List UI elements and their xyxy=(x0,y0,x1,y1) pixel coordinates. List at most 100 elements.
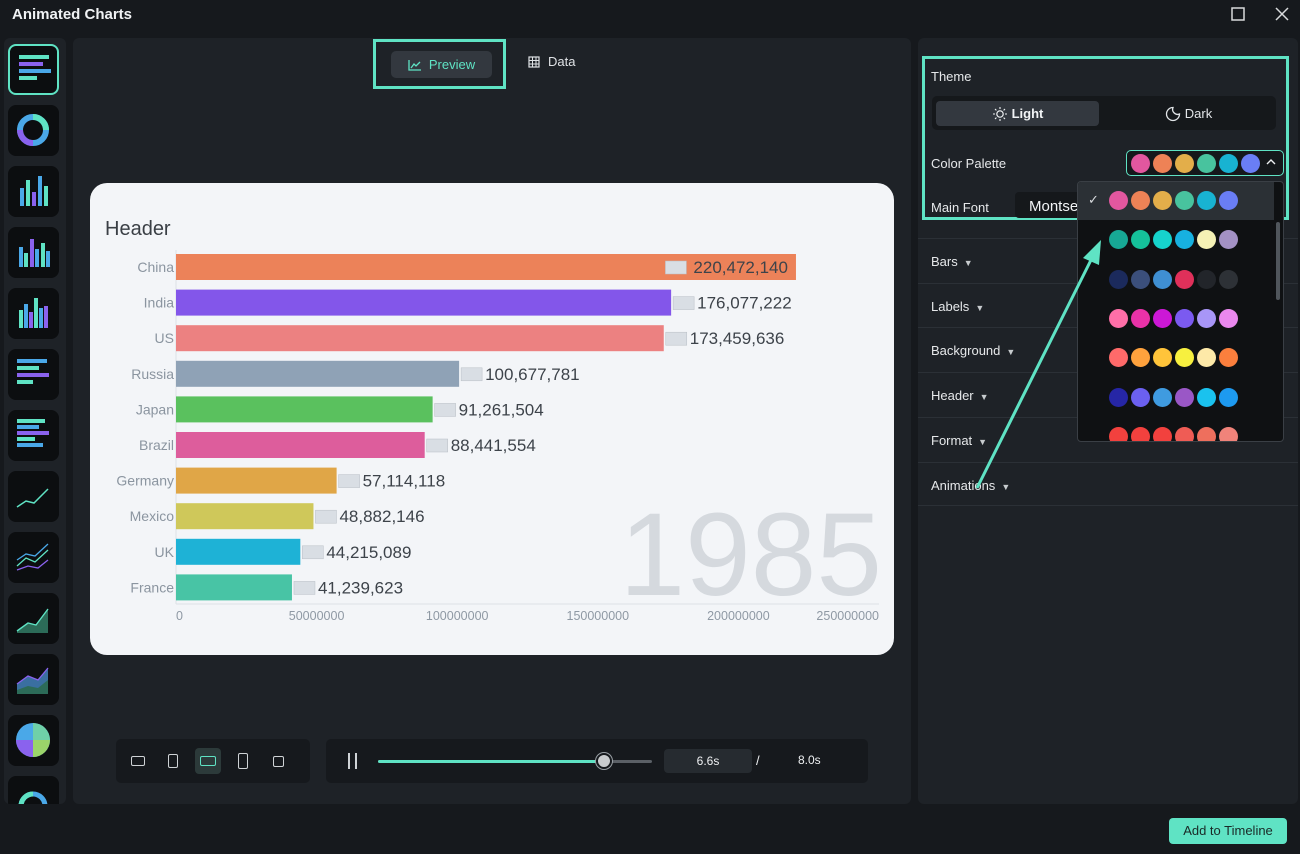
sidebar-item-donut-chart[interactable] xyxy=(8,105,59,156)
flag-icon xyxy=(338,474,360,488)
tab-preview[interactable]: Preview xyxy=(391,51,492,78)
sidebar-item-ring-chart[interactable] xyxy=(8,776,59,804)
palette-option[interactable] xyxy=(1078,261,1274,299)
category-label: Japan xyxy=(136,401,174,417)
sun-icon xyxy=(992,106,1007,121)
value-label: 44,215,089 xyxy=(326,543,411,562)
sidebar-item-horizontal-bar[interactable] xyxy=(8,349,59,400)
line-chart-icon xyxy=(16,488,49,508)
total-time: 8.0s xyxy=(798,753,821,767)
palette-swatch xyxy=(1175,230,1194,250)
bar xyxy=(176,396,433,423)
theme-toggle: Light Dark xyxy=(932,96,1276,130)
bar xyxy=(176,432,425,458)
palette-swatch xyxy=(1175,191,1194,210)
ratio-tall-button[interactable] xyxy=(230,748,256,774)
value-label: 91,261,504 xyxy=(459,400,544,419)
palette-swatch xyxy=(1109,387,1128,407)
title-bar: Animated Charts xyxy=(0,0,1300,30)
sidebar-item-stacked-bar[interactable] xyxy=(8,410,59,461)
palette-swatch xyxy=(1175,348,1194,368)
section-animations[interactable]: Animations ▼ xyxy=(918,461,1298,506)
sidebar-item-line-chart[interactable] xyxy=(8,471,59,522)
color-palette-label: Color Palette xyxy=(931,156,1007,171)
palette-swatch xyxy=(1153,230,1172,250)
color-palette-dropdown: ✓ xyxy=(1077,181,1284,442)
main-font-label: Main Font xyxy=(931,200,989,215)
sidebar-item-pie-chart[interactable] xyxy=(8,715,59,766)
sidebar-item-grouped-column[interactable] xyxy=(8,227,59,278)
sidebar-item-stacked-area[interactable] xyxy=(8,654,59,705)
window-title: Animated Charts xyxy=(12,6,133,23)
color-palette-select[interactable] xyxy=(1126,150,1284,176)
theme-dark-button[interactable]: Dark xyxy=(1107,101,1270,126)
palette-swatch xyxy=(1175,426,1194,441)
x-tick-label: 100000000 xyxy=(426,609,489,623)
palette-swatch xyxy=(1109,191,1128,210)
section-label: Background ▼ xyxy=(931,343,1016,359)
close-icon[interactable] xyxy=(1270,4,1294,24)
pause-icon[interactable] xyxy=(346,753,360,769)
sidebar-item-stacked-column[interactable] xyxy=(8,288,59,339)
palette-swatch xyxy=(1197,191,1216,210)
maximize-icon[interactable] xyxy=(1226,4,1250,24)
palette-option[interactable] xyxy=(1078,300,1274,338)
ratio-9-16-button[interactable] xyxy=(160,748,186,774)
palette-option[interactable] xyxy=(1078,339,1274,377)
palette-swatch xyxy=(1131,269,1150,289)
sidebar-item-column-chart[interactable] xyxy=(8,166,59,217)
palette-swatch xyxy=(1197,426,1216,441)
ratio-16-9-button[interactable] xyxy=(125,748,151,774)
theme-light-label: Light xyxy=(1011,106,1044,121)
aspect-ratio-icon xyxy=(168,754,178,768)
x-tick-label: 250000000 xyxy=(816,609,879,623)
column-chart-icon xyxy=(20,176,48,206)
palette-swatch xyxy=(1175,269,1194,289)
flag-icon xyxy=(426,438,448,453)
bar xyxy=(176,538,301,565)
category-label: Germany xyxy=(116,473,174,489)
add-to-timeline-button[interactable]: Add to Timeline xyxy=(1169,818,1287,844)
palette-option[interactable] xyxy=(1078,221,1274,259)
tab-data[interactable]: Data xyxy=(528,54,575,69)
bar xyxy=(176,574,292,601)
x-tick-label: 50000000 xyxy=(289,609,345,623)
caret-down-icon: ▼ xyxy=(978,436,988,447)
current-time[interactable]: 6.6s xyxy=(664,749,752,773)
flag-icon xyxy=(302,545,324,560)
palette-swatch xyxy=(1219,154,1238,173)
x-tick-label: 200000000 xyxy=(707,609,770,623)
category-label: Russia xyxy=(131,366,174,382)
aspect-ratio-bar xyxy=(116,739,310,783)
ratio-1-1-button[interactable] xyxy=(265,748,291,774)
palette-option[interactable]: ✓ xyxy=(1078,182,1274,220)
value-label: 41,239,623 xyxy=(318,578,403,597)
bar-race-icon xyxy=(19,55,51,80)
aspect-ratio-icon xyxy=(131,756,145,766)
caret-down-icon: ▼ xyxy=(1001,481,1011,492)
palette-swatch xyxy=(1219,348,1238,368)
x-tick-label: 150000000 xyxy=(567,609,630,623)
bar xyxy=(176,289,672,316)
palette-option[interactable] xyxy=(1078,418,1274,441)
x-tick-label: 0 xyxy=(176,609,183,623)
flag-icon xyxy=(665,260,687,275)
bar xyxy=(176,360,460,387)
theme-dark-label: Dark xyxy=(1184,106,1213,121)
ratio-wide-button[interactable] xyxy=(195,748,221,774)
theme-light-button[interactable]: Light xyxy=(936,101,1099,126)
sidebar-item-multi-line[interactable] xyxy=(8,532,59,583)
year-watermark: 1985 xyxy=(619,489,882,621)
palette-swatch xyxy=(1131,348,1150,368)
palette-option[interactable] xyxy=(1078,379,1274,417)
timeline-slider[interactable] xyxy=(378,753,652,769)
horizontal-bar-icon xyxy=(17,359,49,384)
timeline-progress xyxy=(378,760,605,763)
donut-chart-icon xyxy=(17,114,49,146)
sidebar-item-area-chart[interactable] xyxy=(8,593,59,644)
category-label: UK xyxy=(155,544,175,560)
time-separator: / xyxy=(756,753,760,768)
dropdown-scrollbar[interactable] xyxy=(1276,222,1280,300)
timeline-knob[interactable] xyxy=(596,753,613,769)
sidebar-item-bar-race[interactable] xyxy=(8,44,59,95)
